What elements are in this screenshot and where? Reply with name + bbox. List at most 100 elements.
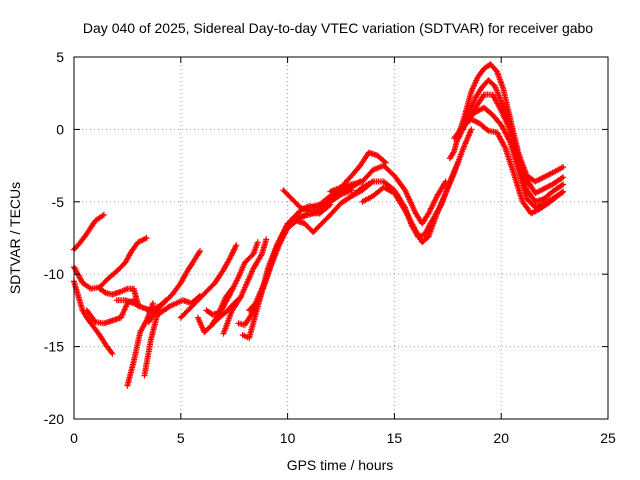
series-track-14	[220, 236, 270, 337]
data-point	[470, 118, 472, 120]
data-point	[244, 324, 246, 326]
x-tick-label: 15	[387, 430, 403, 446]
data-point	[86, 233, 88, 235]
data-point	[496, 131, 498, 133]
data-point	[319, 212, 321, 214]
data-point	[250, 314, 252, 316]
data-point	[483, 94, 485, 96]
x-tick-label: 10	[280, 430, 296, 446]
data-point	[329, 214, 331, 216]
data-point	[393, 192, 395, 194]
data-point	[274, 251, 276, 254]
data-point	[229, 293, 231, 296]
data-point	[163, 309, 165, 311]
data-point	[111, 353, 114, 355]
data-point	[483, 107, 485, 109]
x-tick-label: 5	[177, 430, 185, 446]
data-point	[252, 267, 255, 270]
data-point	[436, 212, 438, 214]
data-point	[368, 151, 370, 154]
data-point	[551, 172, 554, 174]
data-point	[477, 76, 479, 78]
data-point	[393, 175, 395, 177]
data-point	[182, 299, 184, 301]
data-point	[94, 328, 96, 330]
data-point	[254, 314, 257, 316]
data-point	[547, 202, 549, 204]
data-point	[205, 290, 208, 293]
data-point	[496, 70, 498, 73]
data-point	[453, 172, 455, 174]
data-point	[220, 309, 222, 311]
data-point	[383, 180, 385, 183]
data-point	[372, 180, 374, 183]
data-point	[521, 201, 524, 203]
data-point	[107, 277, 109, 280]
data-point	[154, 311, 156, 313]
data-point	[77, 295, 79, 297]
y-tick-label: -20	[44, 411, 64, 427]
data-point	[453, 137, 455, 139]
data-point	[105, 344, 107, 346]
data-point	[231, 309, 233, 311]
data-point	[539, 208, 541, 210]
data-point	[237, 276, 240, 278]
data-point	[133, 302, 135, 304]
data-point	[120, 317, 122, 319]
data-point	[415, 230, 417, 232]
data-point	[242, 334, 244, 336]
data-point	[131, 250, 133, 252]
data-point	[325, 204, 327, 206]
x-tick-label: 0	[70, 430, 78, 446]
data-point	[171, 293, 173, 296]
data-point	[103, 214, 105, 216]
data-point	[372, 195, 374, 197]
data-point	[295, 220, 297, 222]
data-point	[252, 253, 255, 255]
y-tick-label: 5	[56, 49, 64, 65]
data-point	[139, 331, 141, 333]
data-point	[156, 314, 158, 316]
data-point	[487, 130, 489, 132]
data-point	[180, 282, 182, 284]
data-point	[133, 360, 135, 362]
data-point	[246, 282, 248, 284]
data-point	[534, 206, 536, 209]
data-point	[193, 260, 195, 262]
data-point	[282, 189, 284, 191]
data-point	[502, 88, 504, 90]
data-point	[423, 234, 425, 236]
data-point	[99, 288, 101, 290]
data-point	[222, 269, 225, 271]
series-track-9	[145, 248, 203, 325]
chart-title: Day 040 of 2025, Sidereal Day-to-day VTE…	[83, 20, 593, 36]
data-point	[513, 173, 515, 175]
data-point	[86, 309, 88, 311]
data-point	[351, 195, 353, 197]
data-point	[120, 290, 122, 293]
data-point	[457, 137, 460, 139]
data-point	[462, 149, 464, 151]
data-point	[534, 201, 536, 203]
data-point	[404, 209, 406, 212]
data-point	[308, 214, 310, 216]
data-point	[342, 189, 344, 191]
data-point	[562, 166, 564, 168]
data-point	[152, 302, 154, 304]
data-point	[199, 250, 201, 252]
data-point	[449, 157, 451, 159]
data-point	[359, 165, 361, 167]
data-point	[116, 270, 118, 272]
data-point	[99, 334, 101, 336]
data-point	[562, 176, 564, 178]
data-point	[116, 299, 118, 301]
data-point	[257, 241, 259, 243]
data-point	[265, 238, 267, 241]
data-point	[562, 191, 564, 193]
data-point	[312, 231, 314, 233]
data-point	[361, 201, 363, 203]
data-point	[489, 63, 492, 65]
y-tick-label: -5	[52, 194, 65, 210]
data-point	[90, 322, 92, 325]
